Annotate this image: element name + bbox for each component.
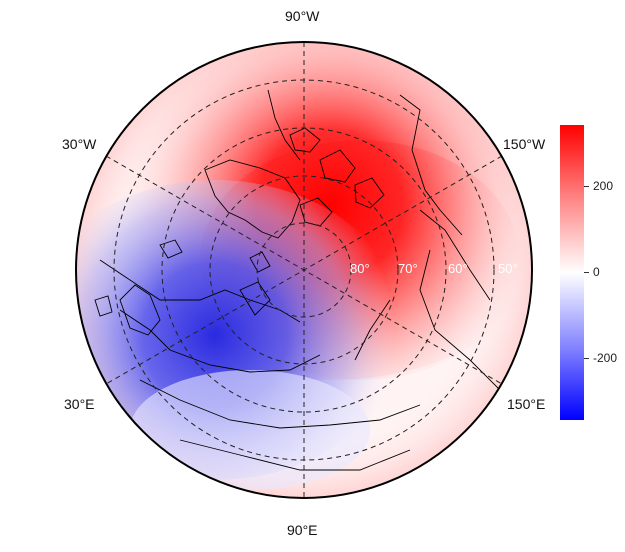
- lon-label-150w: 150°W: [503, 136, 546, 152]
- map-border: [75, 41, 533, 499]
- colorbar-tick-200: [584, 186, 589, 187]
- lon-label-150e: 150°E: [507, 396, 546, 412]
- colorbar-label-200: 200: [593, 179, 614, 193]
- latitude-labels: 80° 70° 60° 50°: [350, 261, 518, 276]
- colorbar-tick-neg200: [584, 358, 589, 359]
- lat-label-50: 50°: [498, 261, 518, 276]
- colorbar-label-neg200: -200: [593, 351, 618, 365]
- lat-70-circle: [209, 175, 399, 365]
- coastlines: [94, 89, 501, 471]
- lat-label-70: 70°: [398, 261, 418, 276]
- lon-label-30e: 30°E: [64, 396, 95, 412]
- lat-label-60: 60°: [448, 261, 468, 276]
- lon-label-30w: 30°W: [62, 136, 97, 152]
- meridian-150w-30e: [105, 155, 503, 385]
- colorbar-tick-0: [584, 272, 589, 273]
- colorbar: [560, 125, 584, 420]
- lat-label-80: 80°: [350, 261, 370, 276]
- lon-label-90e: 90°E: [287, 522, 318, 538]
- graticule: [105, 42, 503, 498]
- colorbar-label-0: 0: [593, 265, 600, 279]
- lon-label-90w: 90°W: [285, 8, 320, 24]
